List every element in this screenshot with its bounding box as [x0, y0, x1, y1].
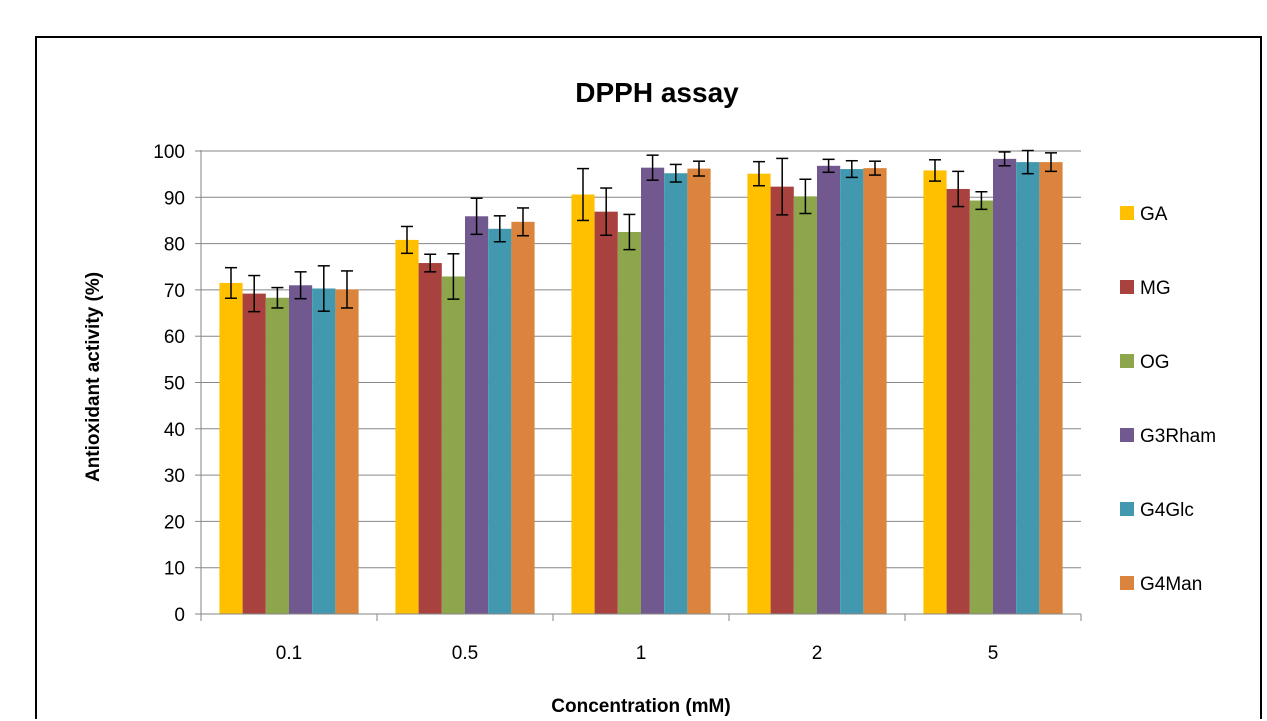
- bar-og-5: [969, 200, 993, 614]
- legend-swatch-g4man: [1120, 576, 1134, 590]
- y-tick-label: 20: [164, 512, 185, 533]
- legend-label-g4man: G4Man: [1140, 574, 1202, 595]
- bar-g3rham-2: [817, 165, 841, 614]
- legend-swatch-g4glc: [1120, 502, 1134, 516]
- bar-mg-5: [946, 188, 970, 614]
- y-tick-label: 60: [164, 327, 185, 348]
- bar-g4man-2: [863, 168, 887, 615]
- bar-g4man-0.5: [511, 221, 535, 615]
- bar-ga-0.1: [219, 282, 243, 614]
- bar-g3rham-0.1: [289, 285, 313, 614]
- legend: GA MG OG G3Rham G4Glc G4Man: [1120, 204, 1216, 595]
- bar-g4glc-1: [664, 173, 688, 614]
- bar-mg-0.5: [418, 263, 442, 614]
- x-tick-label: 5: [988, 643, 999, 664]
- y-tick-label: 10: [164, 559, 185, 580]
- y-axis-label: Antioxidant activity (%): [83, 272, 104, 482]
- bar-og-0.1: [265, 297, 289, 614]
- bar-ga-0.5: [395, 239, 419, 614]
- legend-swatch-og: [1120, 354, 1134, 368]
- y-tick-label: 70: [164, 281, 185, 302]
- x-tick-label: 2: [812, 643, 823, 664]
- y-tick-label: 50: [164, 374, 185, 395]
- axes: 0 10 20 30 40 50 60 70 80 90 100 0.1 0.5 1 2 5: [153, 142, 1082, 664]
- bar-g4glc-0.5: [488, 228, 512, 614]
- chart-title: DPPH assay: [575, 77, 739, 108]
- bar-g4man-5: [1039, 162, 1063, 614]
- legend-swatch-ga: [1120, 206, 1134, 220]
- x-axis-label: Concentration (mM): [551, 696, 730, 717]
- bar-mg-1: [594, 211, 618, 614]
- legend-label-ga: GA: [1140, 204, 1168, 225]
- bar-g4glc-0.1: [312, 288, 336, 614]
- y-tick-label: 80: [164, 235, 185, 256]
- bars: [219, 158, 1063, 615]
- y-tick-label: 30: [164, 466, 185, 487]
- legend-label-mg: MG: [1140, 278, 1171, 299]
- bar-g4glc-2: [840, 169, 864, 614]
- bar-g3rham-1: [641, 167, 665, 614]
- bar-ga-1: [571, 194, 595, 614]
- bar-g3rham-5: [993, 158, 1017, 614]
- x-tick-label: 0.1: [276, 643, 302, 664]
- bar-chart: DPPH assay Antioxidant activity (%) Conc…: [83, 77, 1216, 717]
- error-bars: [225, 149, 1057, 313]
- bar-og-2: [793, 196, 817, 614]
- legend-label-g4glc: G4Glc: [1140, 500, 1194, 521]
- chart-frame: DPPH assay Antioxidant activity (%) Conc…: [35, 36, 1262, 719]
- bar-mg-0.1: [242, 293, 266, 614]
- bar-g4man-1: [687, 168, 711, 614]
- legend-label-og: OG: [1140, 352, 1170, 373]
- y-tick-label: 100: [153, 142, 185, 163]
- x-tick-label: 0.5: [452, 643, 478, 664]
- y-tick-label: 90: [164, 188, 185, 209]
- x-tick-label: 1: [636, 643, 647, 664]
- bar-g3rham-0.5: [465, 216, 489, 614]
- bar-ga-5: [923, 170, 947, 615]
- bar-ga-2: [747, 173, 771, 614]
- legend-swatch-g3rham: [1120, 428, 1134, 442]
- legend-swatch-mg: [1120, 280, 1134, 294]
- y-tick-label: 0: [174, 605, 185, 626]
- bar-mg-2: [770, 186, 794, 614]
- bar-og-1: [617, 232, 641, 614]
- bar-g4man-0.1: [335, 289, 359, 614]
- bar-og-0.5: [441, 276, 465, 614]
- bar-g4glc-5: [1016, 162, 1040, 614]
- legend-label-g3rham: G3Rham: [1140, 426, 1216, 447]
- y-tick-label: 40: [164, 420, 185, 441]
